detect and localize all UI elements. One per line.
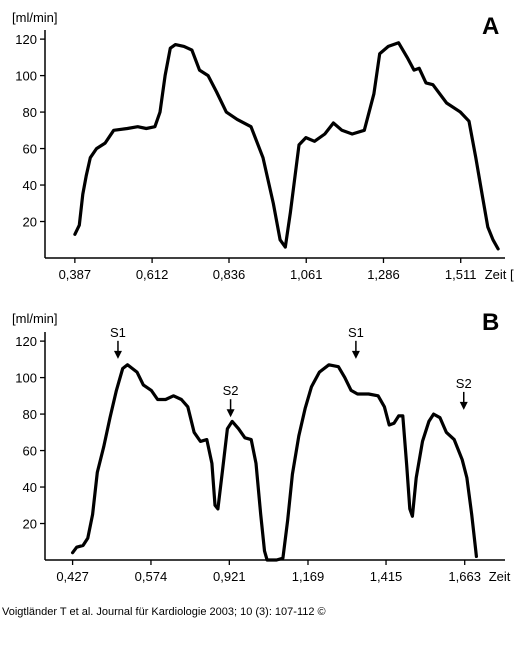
x-tick-label: 1,663	[448, 569, 481, 584]
y-tick-label: 20	[23, 517, 37, 532]
x-tick-label: 1,511	[445, 267, 477, 282]
x-tick-label: 0,574	[135, 569, 168, 584]
panel-b: 20 40 60 80 100 120 0,427 0,574 0,921 1,169 1,415 1…	[12, 309, 514, 584]
y-tick-label: 120	[15, 334, 37, 349]
series-line	[71, 363, 478, 562]
y-tick-label: 40	[23, 178, 37, 193]
x-tick-label: 0,612	[136, 267, 169, 282]
annotation-label: S1	[110, 325, 126, 340]
y-tick-label: 60	[23, 142, 37, 157]
x-tick-label: 1,415	[370, 569, 403, 584]
annotation-arrow-head	[351, 350, 360, 359]
x-tick-label: 1,169	[292, 569, 325, 584]
y-axis-label: [ml/min]	[12, 10, 58, 25]
panel-a: 20 40 60 80 100 120 0,387 0,612 0,836 1,061 1,286 1…	[12, 10, 514, 282]
y-tick-label: 100	[15, 69, 37, 84]
panel-letter: B	[482, 309, 499, 336]
annotation-label: S2	[223, 383, 239, 398]
y-tick-label: 120	[15, 32, 37, 47]
x-tick-label: 0,387	[59, 267, 92, 282]
panel-letter: A	[482, 13, 499, 40]
x-axis-label: Zeit [s]	[485, 267, 514, 282]
y-tick-label: 100	[15, 371, 37, 386]
y-axis-label: [ml/min]	[12, 311, 58, 326]
y-tick-label: 60	[23, 444, 37, 459]
x-tick-label: 0,921	[213, 569, 246, 584]
series-line	[73, 41, 500, 251]
annotation-label: S1	[348, 325, 364, 340]
y-tick-label: 40	[23, 480, 37, 495]
x-tick-label: 0,836	[213, 267, 246, 282]
x-tick-label: 1,061	[290, 267, 323, 282]
citation: Voigtländer T et al. Journal für Kardiol…	[2, 606, 326, 618]
x-tick-label: 0,427	[56, 569, 89, 584]
y-tick-label: 80	[23, 105, 37, 120]
x-axis-label: Zeit [s]	[489, 569, 514, 584]
y-tick-label: 20	[23, 215, 37, 230]
annotation-label: S2	[456, 376, 472, 391]
y-tick-label: 80	[23, 407, 37, 422]
annotation-arrow-head	[459, 401, 468, 410]
annotation-arrow-head	[113, 350, 122, 359]
x-tick-label: 1,286	[367, 267, 400, 282]
annotation-arrow-head	[226, 409, 235, 418]
